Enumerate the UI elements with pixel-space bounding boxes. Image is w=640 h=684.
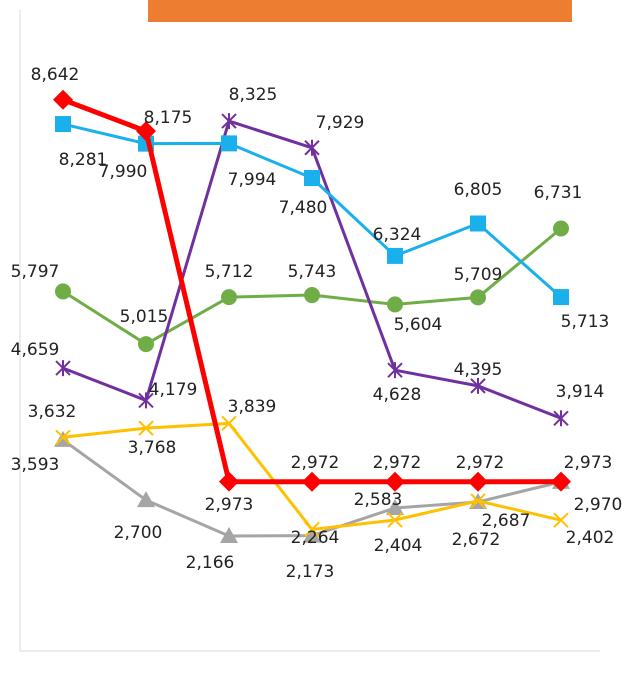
marker [138, 336, 154, 353]
marker [553, 512, 569, 528]
marker [470, 493, 486, 509]
marker [220, 527, 238, 544]
data-label: 8,281 [59, 150, 108, 170]
data-label: 3,839 [228, 397, 277, 417]
marker [221, 289, 237, 306]
data-label: 7,929 [316, 113, 365, 133]
data-label: 3,768 [128, 438, 177, 458]
data-label: 5,015 [120, 307, 169, 327]
marker [138, 420, 154, 436]
data-label: 7,480 [279, 198, 328, 218]
marker [553, 220, 569, 237]
data-label: 2,972 [291, 453, 340, 473]
data-label: 2,970 [574, 495, 623, 515]
data-label: 5,709 [454, 265, 503, 285]
header-bar [148, 0, 572, 22]
data-label: 4,395 [454, 360, 503, 380]
data-label: 2,264 [291, 528, 340, 548]
data-label: 2,402 [566, 528, 615, 548]
data-label: 3,632 [28, 402, 77, 422]
marker [304, 287, 320, 304]
marker [221, 113, 237, 130]
data-label: 7,990 [99, 162, 148, 182]
marker [386, 498, 404, 515]
marker [553, 289, 569, 306]
marker [387, 247, 403, 264]
data-label: 2,972 [456, 453, 505, 473]
data-label: 5,713 [561, 312, 610, 332]
data-label: 2,583 [354, 490, 403, 510]
data-label: 6,805 [454, 180, 503, 200]
marker [55, 360, 71, 377]
marker [303, 526, 321, 543]
data-label: 8,642 [31, 65, 80, 85]
marker [470, 377, 486, 394]
marker [551, 471, 571, 492]
marker [387, 362, 403, 379]
marker [136, 121, 156, 142]
data-label: 2,700 [114, 523, 163, 543]
data-label: 2,672 [452, 530, 501, 550]
marker [302, 471, 322, 492]
marker [219, 471, 239, 492]
marker [387, 296, 403, 313]
data-label: 2,972 [373, 453, 422, 473]
data-label: 5,797 [11, 262, 60, 282]
marker [138, 392, 154, 409]
marker [53, 89, 73, 110]
data-label: 5,712 [205, 262, 254, 282]
marker [304, 170, 320, 187]
data-label: 6,324 [373, 225, 422, 245]
data-label: 4,659 [11, 340, 60, 360]
marker [304, 139, 320, 156]
data-label: 8,175 [144, 108, 193, 128]
data-label: 2,173 [286, 562, 335, 582]
marker [470, 215, 486, 232]
marker [55, 283, 71, 300]
data-label: 3,914 [556, 382, 605, 402]
data-label: 2,973 [564, 453, 613, 473]
data-label: 2,166 [186, 553, 235, 573]
data-label: 2,973 [205, 495, 254, 515]
marker [385, 471, 405, 492]
data-label: 4,628 [373, 385, 422, 405]
marker [470, 289, 486, 306]
data-label: 5,743 [288, 262, 337, 282]
data-label: 5,604 [394, 315, 443, 335]
marker [55, 429, 71, 445]
data-label: 4,179 [149, 380, 198, 400]
data-label: 3,593 [11, 455, 60, 475]
marker [553, 410, 569, 427]
marker [468, 471, 488, 492]
data-label: 6,731 [534, 183, 583, 203]
marker [221, 415, 237, 432]
marker [55, 116, 71, 133]
data-label: 2,404 [374, 536, 423, 556]
data-label: 2,687 [482, 511, 531, 531]
data-label: 7,994 [228, 170, 277, 190]
marker [221, 135, 237, 152]
marker [387, 512, 403, 528]
marker [304, 521, 320, 538]
data-label: 8,325 [229, 85, 278, 105]
marker [137, 491, 155, 508]
